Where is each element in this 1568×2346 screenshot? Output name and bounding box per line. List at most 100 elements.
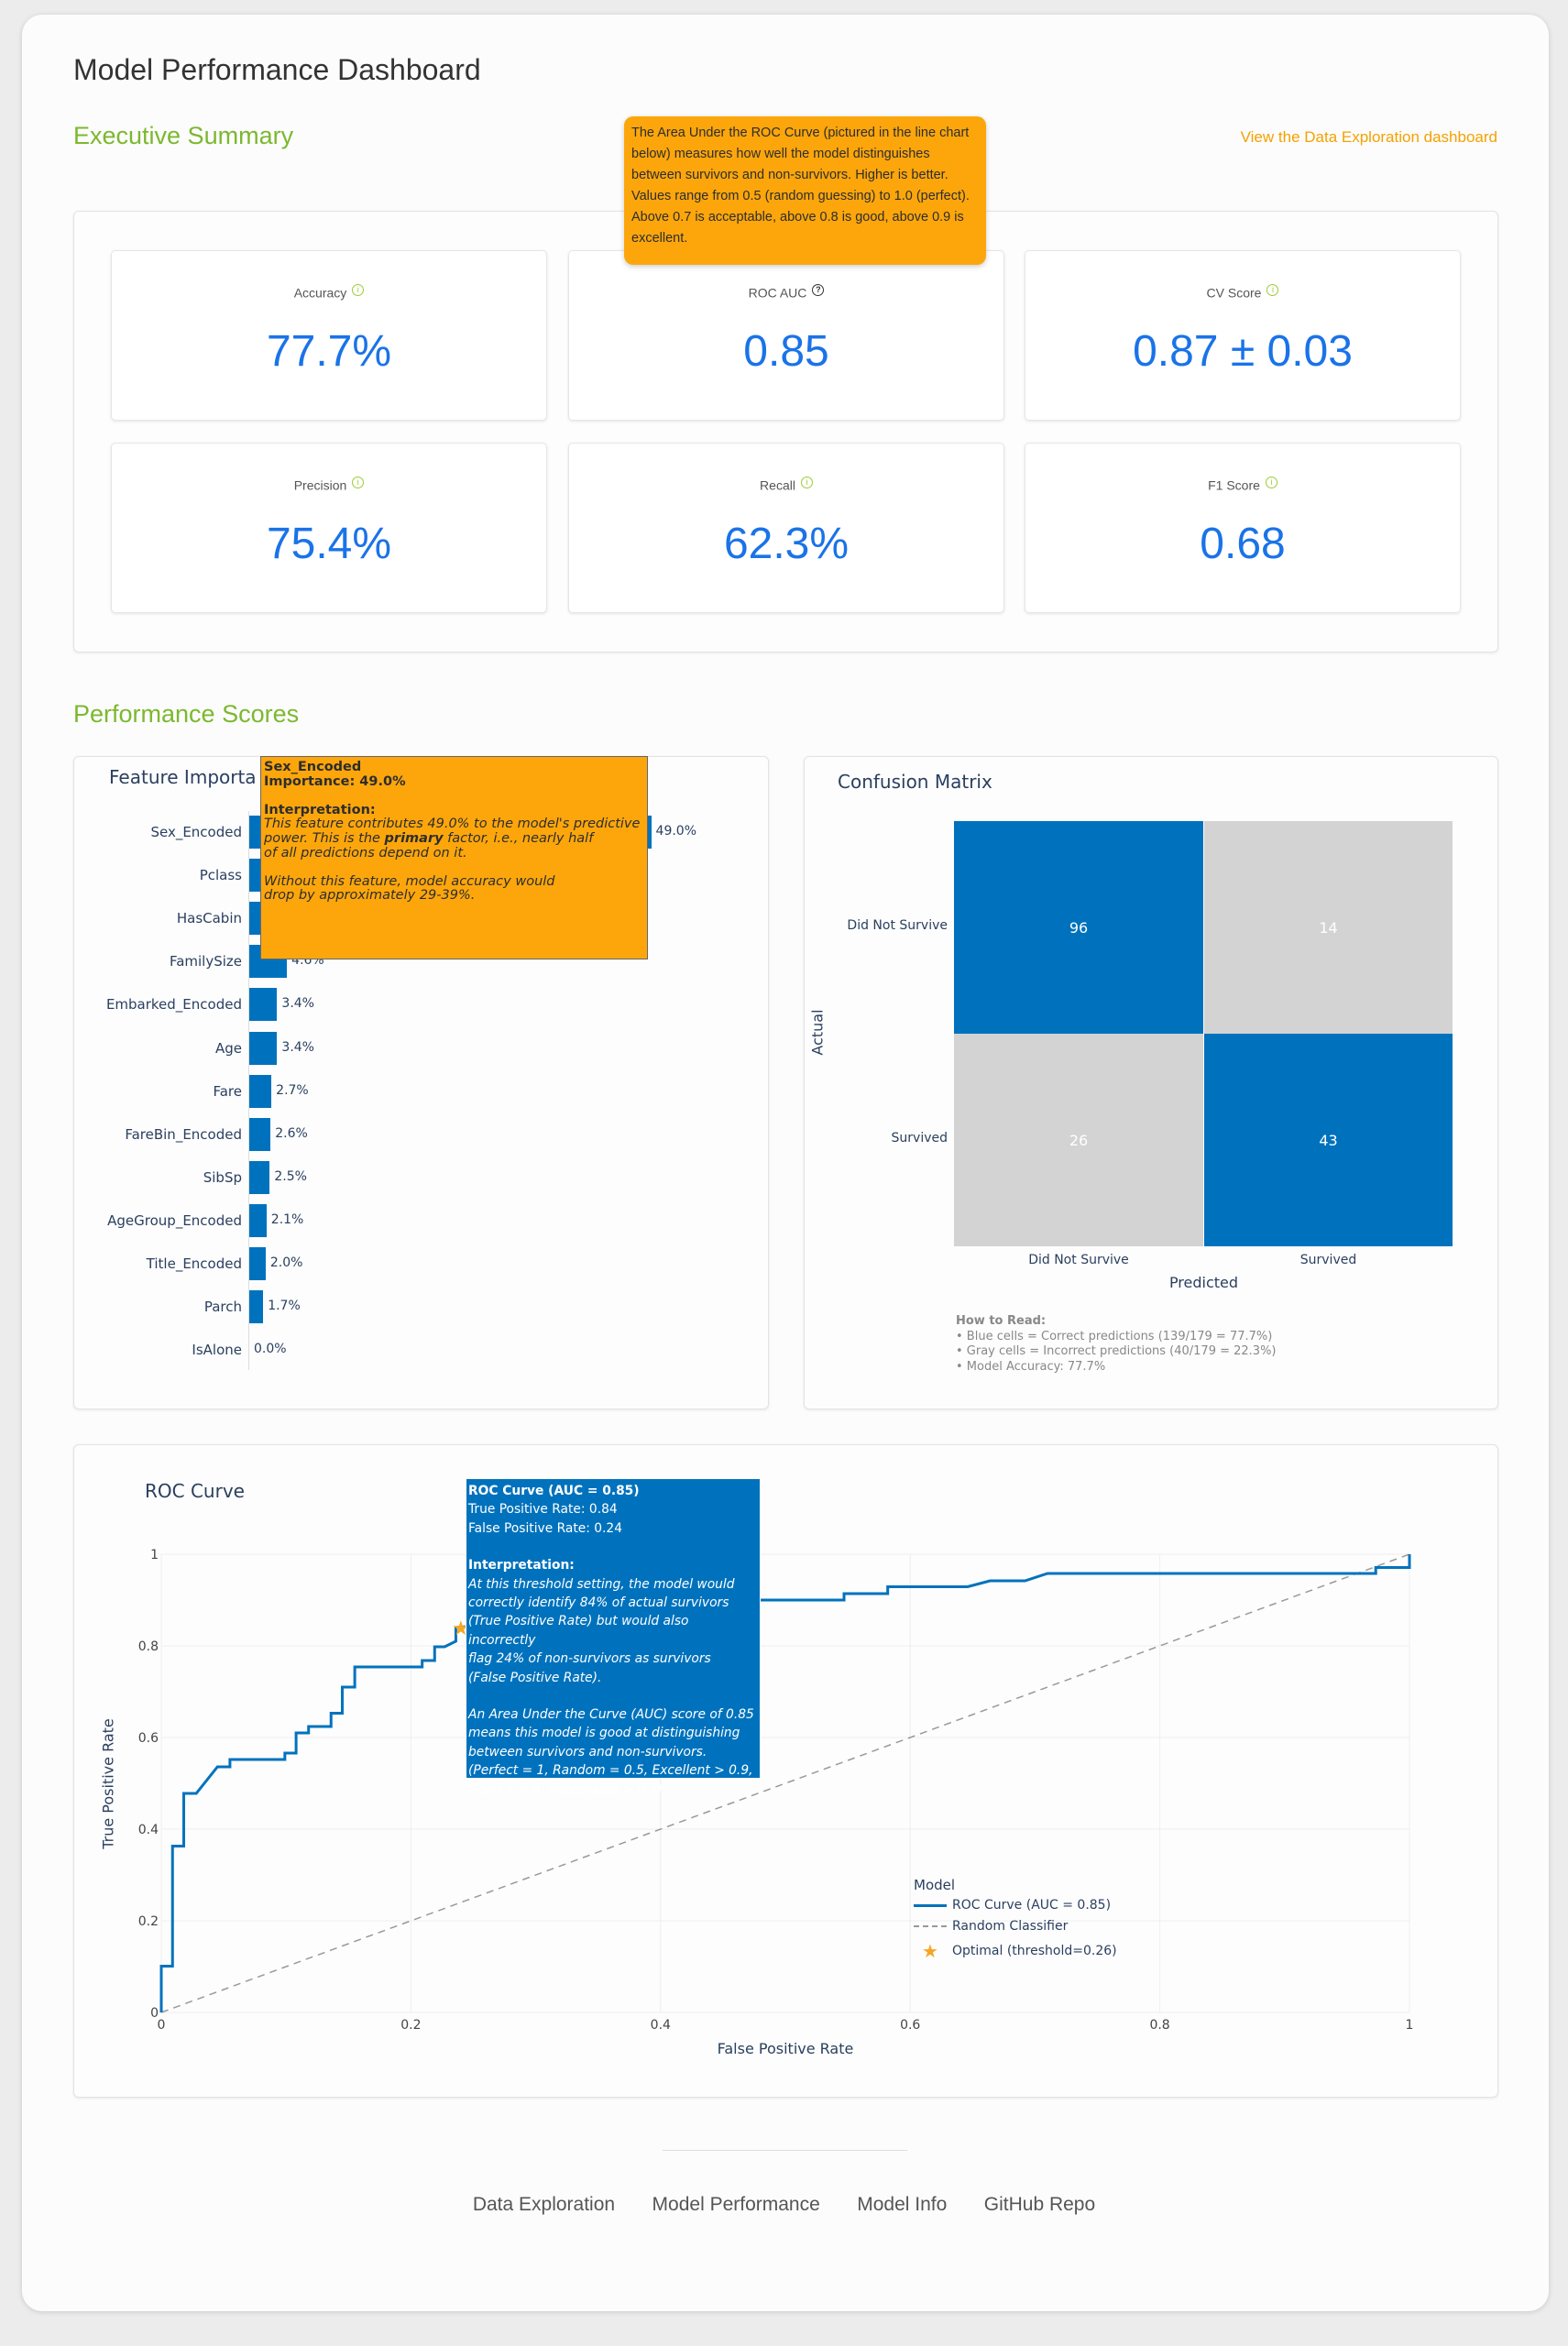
y-tick-label: 0.6	[138, 1731, 159, 1746]
feature-value-label: 3.4%	[281, 1039, 314, 1055]
footer-link-model-info[interactable]: Model Info	[857, 2194, 948, 2215]
tooltip-line: An Area Under the Curve (AUC) score of 0…	[468, 1707, 754, 1723]
info-icon[interactable]: i	[1266, 284, 1279, 296]
metric-value: 0.87 ± 0.03	[1133, 327, 1353, 376]
footer-nav: Data Exploration Model Performance Model…	[0, 2194, 1568, 2216]
tooltip-line: This feature contributes 49.0% to the mo…	[264, 817, 641, 832]
how-to-read-line: • Gray cells = Incorrect predictions (40…	[956, 1344, 1277, 1358]
tooltip-bold: primary	[384, 830, 444, 846]
y-tick-label: 1	[150, 1548, 159, 1562]
feature-value-label: 1.7%	[268, 1299, 301, 1314]
feature-label: Fare	[213, 1082, 242, 1100]
tooltip-line: (True Positive Rate) but would also inco…	[468, 1614, 689, 1648]
x-tick-label: 0.4	[651, 2018, 671, 2033]
tooltip-heading: Interpretation:	[264, 802, 376, 817]
feature-bar[interactable]	[249, 1117, 271, 1151]
metric-label: Recall i	[569, 477, 1003, 493]
feature-value-label: 2.6%	[275, 1125, 308, 1141]
confusion-cell[interactable]: 43	[1204, 1034, 1453, 1246]
y-tick-label: 0.8	[138, 1639, 159, 1654]
feature-tooltip: Sex_Encoded Importance: 49.0% Interpreta…	[260, 756, 648, 959]
legend-item-roc[interactable]: ROC Curve (AUC = 0.85)	[914, 1898, 1117, 1919]
optimal-threshold-star[interactable]: ★	[452, 1617, 470, 1640]
confusion-cell[interactable]: 26	[954, 1034, 1203, 1246]
footer-link-github-repo[interactable]: GitHub Repo	[983, 2194, 1096, 2215]
feature-bar[interactable]	[249, 1031, 278, 1065]
feature-importance-title: Feature Importa	[109, 766, 257, 788]
legend-title: Model	[914, 1877, 956, 1893]
confusion-matrix-title: Confusion Matrix	[838, 771, 992, 793]
how-to-read: How to Read: • Blue cells = Correct pred…	[956, 1314, 1277, 1375]
footer-link-data-exploration[interactable]: Data Exploration	[472, 2194, 616, 2215]
confusion-cell[interactable]: 14	[1204, 821, 1453, 1034]
tooltip-tpr: True Positive Rate: 0.84	[468, 1502, 618, 1518]
legend-item-optimal[interactable]: ★ Optimal (threshold=0.26)	[914, 1940, 1117, 1962]
feature-label: Title_Encoded	[146, 1255, 242, 1272]
confusion-y-tick: Did Not Survive	[847, 918, 948, 933]
tooltip-line: between survivors and non-survivors.	[468, 1744, 707, 1760]
metric-card-cv-score: CV Score i 0.87 ± 0.03	[1025, 250, 1461, 421]
tooltip-text: factor, i.e., nearly half	[443, 830, 594, 846]
metric-label-text: CV Score	[1206, 285, 1262, 301]
metric-label-text: ROC AUC	[748, 285, 807, 301]
help-icon[interactable]: ?	[812, 284, 825, 296]
info-icon[interactable]: i	[352, 477, 365, 488]
feature-bar[interactable]	[249, 1160, 270, 1194]
info-icon[interactable]: i	[800, 477, 813, 488]
confusion-xlabel: Predicted	[1168, 1274, 1239, 1291]
metric-value: 0.68	[1200, 520, 1286, 568]
roc-auc-tooltip: The Area Under the ROC Curve (pictured i…	[624, 116, 986, 265]
confusion-value: 14	[1319, 918, 1338, 937]
feature-value-label: 2.7%	[276, 1082, 309, 1098]
feature-bar[interactable]	[249, 988, 278, 1022]
metric-label-text: Recall	[760, 477, 795, 493]
x-tick-label: 0.6	[900, 2018, 920, 2033]
feature-label: Sex_Encoded	[150, 824, 242, 840]
feature-label: Pclass	[199, 867, 242, 884]
metric-value: 62.3%	[723, 520, 850, 568]
tooltip-line: power. This is the primary factor, i.e.,…	[264, 830, 644, 847]
feature-bar[interactable]	[249, 1247, 266, 1280]
info-icon[interactable]: i	[1265, 477, 1277, 488]
feature-label: Age	[214, 1039, 242, 1057]
legend-item-random[interactable]: Random Classifier	[914, 1919, 1117, 1940]
feature-bar[interactable]	[249, 1203, 267, 1237]
metric-label: Precision i	[112, 477, 546, 493]
random-classifier-line	[160, 1553, 1410, 2013]
feature-value-label: 2.1%	[270, 1211, 304, 1227]
confusion-value: 26	[1069, 1131, 1089, 1149]
roc-panel	[73, 1444, 1498, 2098]
feature-value-label: 2.5%	[274, 1168, 307, 1184]
feature-bar[interactable]	[249, 1074, 272, 1108]
metric-label-text: Precision	[293, 477, 347, 493]
roc-curve-line[interactable]	[159, 1554, 1411, 2012]
roc-legend: Model ROC Curve (AUC = 0.85) Random Clas…	[914, 1877, 1117, 1962]
dashed-line-icon	[914, 1925, 947, 1927]
feature-label: Parch	[203, 1299, 242, 1316]
roc-tooltip: ROC Curve (AUC = 0.85) True Positive Rat…	[466, 1478, 761, 1797]
metric-card-precision: Precision i 75.4%	[111, 443, 547, 613]
data-exploration-link[interactable]: View the Data Exploration dashboard	[1240, 128, 1497, 146]
metric-label: ROC AUC?	[569, 284, 1003, 301]
tooltip-text: power. This is the	[264, 830, 385, 846]
feature-value-label: 2.0%	[269, 1255, 303, 1270]
feature-label: Embarked_Encoded	[105, 996, 242, 1014]
feature-label: SibSp	[203, 1168, 242, 1186]
confusion-value: 43	[1319, 1131, 1338, 1149]
tooltip-heading: Interpretation:	[468, 1558, 575, 1573]
how-to-read-line: • Blue cells = Correct predictions (139/…	[956, 1329, 1273, 1343]
metric-label: F1 Score i	[1025, 477, 1460, 493]
feature-bar[interactable]	[249, 1290, 264, 1324]
metric-label-text: Accuracy	[293, 285, 347, 301]
footer-link-model-performance[interactable]: Model Performance	[652, 2194, 820, 2215]
info-icon[interactable]: i	[352, 284, 365, 296]
feature-label: AgeGroup_Encoded	[107, 1211, 242, 1229]
metric-value: 77.7%	[266, 327, 392, 376]
metric-card-recall: Recall i 62.3%	[568, 443, 1004, 613]
confusion-cell[interactable]: 96	[954, 821, 1203, 1034]
how-to-read-line: • Model Accuracy: 77.7%	[956, 1359, 1106, 1374]
feature-value-label: 49.0%	[655, 824, 697, 839]
performance-scores-heading: Performance Scores	[73, 700, 300, 728]
feature-label: FamilySize	[169, 953, 242, 970]
